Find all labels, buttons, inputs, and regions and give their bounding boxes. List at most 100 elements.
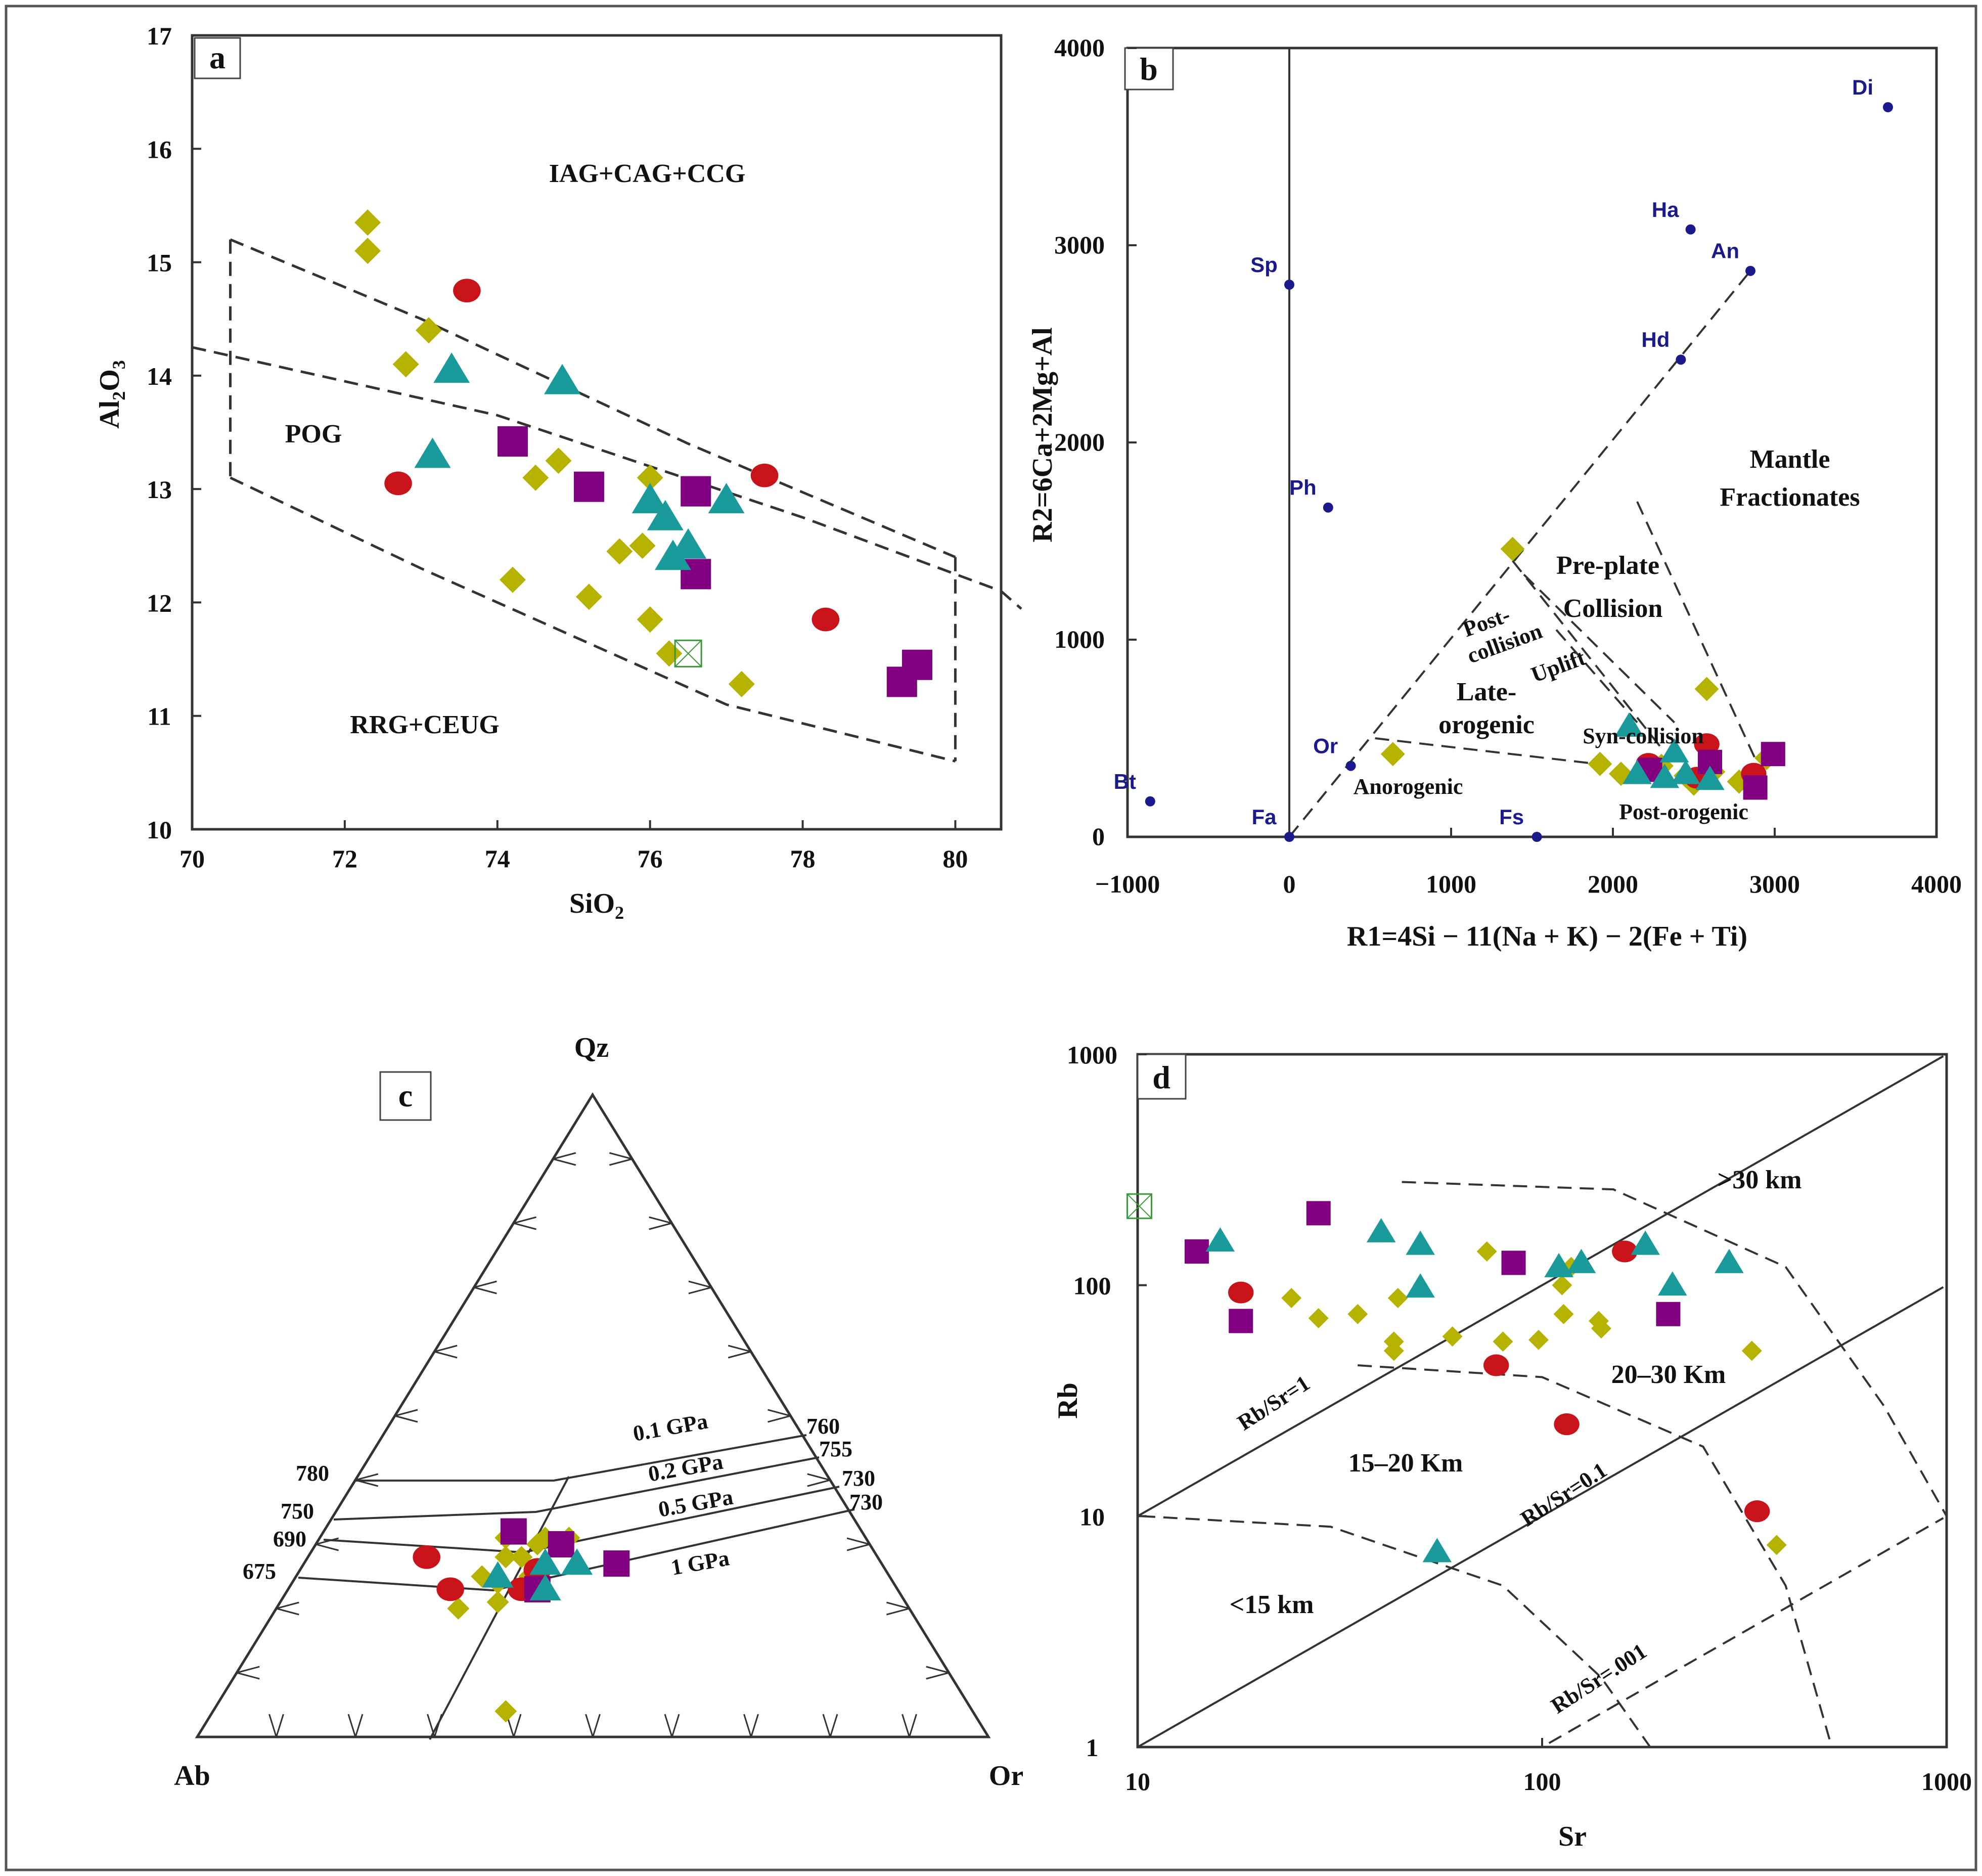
panel-c-point-square xyxy=(500,1518,527,1545)
panel-d-point-diamond xyxy=(1591,1318,1611,1339)
panel-d-point-triangle xyxy=(1631,1230,1660,1255)
panel-a-point-diamond xyxy=(637,606,663,633)
ternary-tick xyxy=(434,1345,458,1359)
isobar-1-line xyxy=(298,1508,855,1592)
ternary-tick xyxy=(236,1666,260,1680)
panel-a-point-diamond xyxy=(728,671,755,697)
panel-d-point-diamond xyxy=(1387,1288,1408,1309)
ternary-tick xyxy=(316,1537,339,1551)
panel-d-point-square xyxy=(1501,1250,1526,1275)
panel-c-point-triangle xyxy=(482,1561,514,1588)
ternary-tick xyxy=(585,1714,601,1737)
panel-a-xtick-label: 80 xyxy=(942,844,968,873)
region-syncollision: Syn-collision xyxy=(1583,724,1704,748)
panel-d-point-diamond xyxy=(1442,1326,1463,1347)
panel-a-point-triangle xyxy=(647,500,684,530)
ternary-tick xyxy=(902,1714,917,1737)
panel-c-point-diamond xyxy=(447,1597,470,1620)
mineral-label: Bt xyxy=(1114,770,1136,793)
panel-d-label: d xyxy=(1152,1059,1170,1095)
temp-755: 755 xyxy=(819,1437,852,1461)
panel-c-points xyxy=(413,1518,630,1723)
panel-a-point-circle xyxy=(812,607,840,632)
ternary-tick xyxy=(728,1345,751,1359)
depth-curve-30 xyxy=(1402,1181,1948,1517)
mineral-label: Hd xyxy=(1641,328,1670,351)
panel-a-point-diamond xyxy=(415,317,442,344)
panel-b-xtick-label: 0 xyxy=(1283,870,1296,898)
region-late-1: Late- xyxy=(1457,678,1516,706)
panel-d-point-square xyxy=(1306,1201,1331,1226)
mineral-point xyxy=(1685,224,1696,235)
post-collision-boundary xyxy=(1523,573,1676,724)
panel-c-point-triangle xyxy=(561,1548,593,1575)
panel-a-point-diamond xyxy=(575,584,602,610)
panel-b-point-diamond xyxy=(1694,677,1719,701)
apex-ab: Ab xyxy=(174,1760,210,1792)
panel-b-ylabel: R2=6Ca+2Mg+Al xyxy=(1027,327,1058,542)
region-collision: Collision xyxy=(1563,594,1663,623)
panel-b-point-diamond xyxy=(1380,742,1405,767)
panel-a-xlabel: SiO2 xyxy=(569,888,624,923)
ternary-tick xyxy=(276,1601,299,1616)
region-iag: IAG+CAG+CCG xyxy=(549,159,746,188)
panel-b-ytick-label: 0 xyxy=(1092,822,1105,851)
panel-d-point-triangle xyxy=(1422,1538,1452,1562)
pog-upper-boundary xyxy=(230,238,956,559)
panel-a-point-diamond xyxy=(606,538,633,565)
panel-d-xtick-label: 100 xyxy=(1523,1767,1561,1796)
mineral-point xyxy=(1676,354,1686,365)
panel-a-frame xyxy=(191,34,1003,831)
panel-d-point-diamond xyxy=(1493,1331,1513,1352)
panel-d-point-triangle xyxy=(1566,1248,1596,1273)
panel-b-ytick-label: 2000 xyxy=(1054,428,1105,456)
temp-675: 675 xyxy=(243,1559,276,1584)
rb-sr-0.1-line xyxy=(1137,1286,1944,1748)
panel-a-xtick-label: 70 xyxy=(179,844,205,873)
panel-a-ytick-label: 10 xyxy=(147,816,172,844)
region-postorogenic: Post-orogenic xyxy=(1619,799,1748,824)
panel-d-ticks: 10 100 1000 1 10 100 1000 xyxy=(1067,1041,1972,1796)
panel-b-ytick-label: 3000 xyxy=(1054,231,1105,259)
panel-d-point-diamond xyxy=(1281,1288,1302,1309)
mineral-label: An xyxy=(1711,239,1739,263)
panel-a-point-triangle xyxy=(544,364,581,394)
panel-b-point-diamond xyxy=(1588,751,1612,776)
ternary-tick xyxy=(347,1714,364,1737)
mineral-label: Or xyxy=(1313,734,1338,758)
ternary-tick xyxy=(846,1537,870,1551)
panel-b-diagonal xyxy=(1288,270,1751,838)
panel-a: a 70 72 74 76 78 80 10 11 12 13 14 15 16 17 IAG+CAG+C… xyxy=(94,22,1022,923)
panel-a-point-circle xyxy=(453,279,481,303)
panel-c-point-triangle xyxy=(529,1574,561,1600)
panel-a-xtick-label: 78 xyxy=(790,844,816,873)
panel-a-points xyxy=(354,209,932,697)
apex-or: Or xyxy=(989,1760,1023,1792)
apex-qz: Qz xyxy=(574,1032,609,1063)
panel-b-points xyxy=(1380,537,1785,800)
ternary-tick xyxy=(768,1409,791,1423)
region-mantle-1: Mantle xyxy=(1750,445,1830,474)
panel-a-point-diamond xyxy=(354,238,381,264)
discrimination-line xyxy=(192,346,1022,610)
panel-a-point-diamond xyxy=(637,464,663,491)
panel-a-ytick-label: 16 xyxy=(147,135,172,163)
mineral-point xyxy=(1745,265,1755,276)
panel-b-xtick-label: 2000 xyxy=(1588,870,1638,898)
panel-d-point-diamond xyxy=(1741,1341,1762,1361)
depth-20-30: 20–30 Km xyxy=(1611,1360,1726,1389)
panel-b-point-triangle xyxy=(1695,766,1725,790)
ternary-tick xyxy=(649,1216,672,1230)
region-preplate: Pre-plate xyxy=(1556,551,1659,580)
rb-sr-1-line xyxy=(1137,1055,1944,1517)
panel-a-xtick-label: 72 xyxy=(332,844,357,873)
panel-d-point-diamond xyxy=(1552,1275,1572,1296)
ternary-tick xyxy=(394,1409,418,1423)
pog-lower-boundary xyxy=(230,476,956,763)
panel-d-point-circle xyxy=(1228,1281,1254,1304)
panel-a-point-diamond xyxy=(392,351,419,378)
mineral-point xyxy=(1323,502,1333,513)
panel-d-point-diamond xyxy=(1383,1341,1404,1361)
panel-b-minerals: Di Ha An Hd Sp Ph Or Bt Fa Fs xyxy=(1114,75,1893,842)
